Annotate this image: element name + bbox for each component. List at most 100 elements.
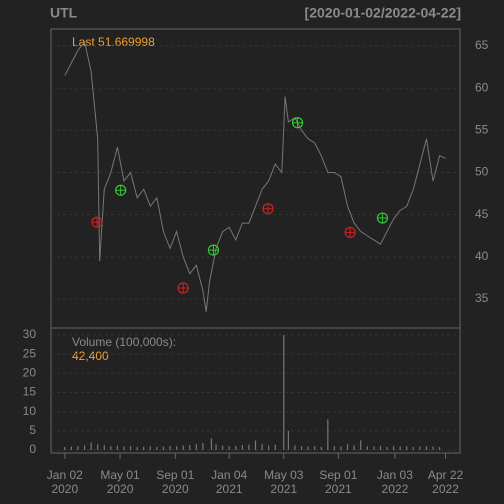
volume-bar <box>366 446 368 451</box>
volume-bar <box>353 445 355 451</box>
volume-bar <box>432 446 434 451</box>
y-tick-label: 10 <box>23 404 37 418</box>
volume-bar <box>215 444 217 451</box>
y-tick-label: 45 <box>475 207 489 221</box>
x-tick-label: 2022 <box>432 482 459 496</box>
volume-bar <box>419 446 421 451</box>
y-tick-label: 50 <box>475 165 489 179</box>
y-tick-label: 20 <box>23 365 37 379</box>
chart-title: UTL <box>50 5 78 21</box>
marker-cross <box>178 283 189 294</box>
x-tick-label: 2021 <box>270 482 297 496</box>
volume-panel <box>50 327 461 454</box>
volume-bar <box>283 334 285 451</box>
marker-cross <box>345 227 356 238</box>
x-tick-label: Jan 04 <box>211 468 247 482</box>
volume-bar <box>116 445 119 451</box>
volume-bar <box>406 446 408 451</box>
price-panel <box>50 28 461 329</box>
volume-bar <box>162 446 165 451</box>
last-value: 51.669998 <box>98 35 155 49</box>
y-tick-label: 5 <box>29 423 36 437</box>
volume-bar <box>202 443 204 451</box>
volume-bar <box>129 446 132 451</box>
volume-bar <box>314 446 316 451</box>
volume-bar <box>254 440 257 451</box>
volume-bar <box>64 446 66 451</box>
volume-bar <box>235 445 237 451</box>
x-tick-label: Jan 03 <box>377 468 413 482</box>
volume-bar <box>346 444 349 451</box>
volume-bar <box>327 419 329 451</box>
volume-bar <box>143 446 145 451</box>
volume-bar <box>123 446 125 451</box>
volume-bar <box>287 430 289 451</box>
x-tick-label: 2021 <box>216 482 243 496</box>
chart-subtitle: [2020-01-02/2022-04-22] <box>305 5 461 21</box>
volume-bar <box>340 446 342 451</box>
marker-cross <box>115 185 126 196</box>
volume-bar <box>294 445 296 451</box>
x-tick-label: 2020 <box>107 482 134 496</box>
y-tick-label: 35 <box>475 291 489 305</box>
y-tick-label: 30 <box>23 327 37 341</box>
x-tick-label: 2021 <box>325 482 352 496</box>
x-tick-label: Sep 01 <box>319 468 357 482</box>
volume-bar <box>392 446 395 451</box>
x-tick-label: Apr 22 <box>428 468 464 482</box>
volume-bar <box>386 446 388 451</box>
x-tick-label: 2022 <box>382 482 409 496</box>
marker-cross <box>92 217 103 228</box>
volume-bar <box>210 438 213 451</box>
volume-bar <box>70 446 72 451</box>
volume-bar <box>274 444 276 451</box>
marker-cross <box>208 245 219 256</box>
volume-bar <box>175 446 178 451</box>
price-line <box>64 40 446 312</box>
volume-bar <box>412 446 414 451</box>
volume-bar <box>228 446 230 451</box>
x-tick-label: 2020 <box>162 482 189 496</box>
volume-bar <box>241 445 243 451</box>
volume-bar <box>399 446 401 451</box>
x-tick-label: 2020 <box>51 482 78 496</box>
marker-cross <box>292 117 303 128</box>
volume-bar <box>248 444 250 451</box>
y-tick-label: 55 <box>475 123 489 137</box>
volume-bar <box>110 446 112 451</box>
y-tick-label: 60 <box>475 80 489 94</box>
y-tick-label: 0 <box>29 442 36 456</box>
x-tick-label: May 01 <box>100 468 140 482</box>
marker-cross <box>262 203 273 214</box>
y-tick-label: 65 <box>475 38 489 52</box>
volume-bar <box>156 446 158 451</box>
volume-bar <box>189 445 191 451</box>
y-tick-label: 40 <box>475 249 489 263</box>
volume-bar <box>103 445 105 451</box>
marker-cross <box>377 213 388 224</box>
volume-bar <box>182 445 184 451</box>
x-tick-label: Jan 02 <box>47 468 83 482</box>
volume-bar <box>77 446 79 451</box>
volume-bar <box>136 446 138 451</box>
y-tick-label: 15 <box>23 385 37 399</box>
x-tick-label: Sep 01 <box>156 468 194 482</box>
y-tick-label: 25 <box>23 346 37 360</box>
last-volume: 42,400 <box>72 349 109 363</box>
volume-bar <box>268 445 270 451</box>
volume-bar <box>320 446 322 451</box>
volume-bar <box>97 444 99 451</box>
x-tick-label: May 03 <box>264 468 304 482</box>
volume-bar <box>222 445 224 451</box>
volume-bar <box>90 442 92 451</box>
volume-bar <box>360 440 362 451</box>
volume-bar <box>425 446 428 451</box>
volume-bar <box>300 446 303 451</box>
volume-bar <box>169 445 171 451</box>
volume-bar <box>149 446 151 451</box>
volume-bar <box>261 443 263 451</box>
volume-label: Volume (100,000s): <box>72 335 176 349</box>
volume-bar <box>83 445 86 451</box>
volume-bar <box>333 446 336 451</box>
